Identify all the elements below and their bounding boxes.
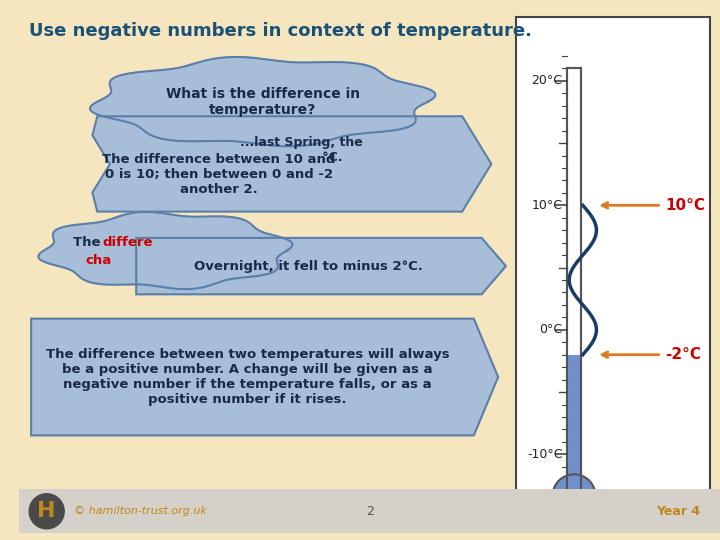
- Text: 20°C: 20°C: [531, 75, 562, 87]
- Bar: [516, 17, 710, 523]
- Text: © hamilton-trust.org.uk: © hamilton-trust.org.uk: [74, 507, 207, 516]
- Bar: [568, 355, 580, 496]
- Text: 10°C: 10°C: [531, 199, 562, 212]
- Text: cha: cha: [86, 254, 112, 267]
- Polygon shape: [38, 212, 292, 289]
- Polygon shape: [31, 319, 498, 435]
- Text: 2: 2: [366, 505, 374, 518]
- Text: The difference between two temperatures will always
be a positive number. A chan: The difference between two temperatures …: [46, 348, 449, 406]
- Bar: [567, 69, 581, 496]
- Bar: [567, 69, 581, 496]
- Text: The: The: [73, 237, 105, 249]
- Text: -2°C: -2°C: [665, 347, 701, 362]
- Circle shape: [553, 474, 595, 517]
- Text: 0°C: 0°C: [539, 323, 562, 336]
- Text: differe: differe: [102, 237, 153, 249]
- Polygon shape: [136, 238, 506, 294]
- Text: Overnight, it fell to minus 2°C.: Overnight, it fell to minus 2°C.: [194, 260, 423, 273]
- Text: 10°C: 10°C: [665, 198, 706, 213]
- Circle shape: [30, 494, 64, 529]
- Text: Year 4: Year 4: [657, 505, 701, 518]
- Text: -10°C: -10°C: [527, 448, 562, 461]
- Bar: [19, 489, 720, 532]
- Polygon shape: [90, 57, 436, 146]
- Polygon shape: [92, 116, 491, 212]
- Text: H: H: [37, 501, 56, 521]
- Text: Use negative numbers in context of temperature.: Use negative numbers in context of tempe…: [30, 22, 532, 40]
- Text: ...last Spring, the
              °C.: ...last Spring, the °C.: [240, 136, 363, 164]
- Text: What is the difference in
temperature?: What is the difference in temperature?: [166, 86, 360, 117]
- Text: The difference between 10 and
0 is 10; then between 0 and -2
another 2.: The difference between 10 and 0 is 10; t…: [102, 153, 336, 196]
